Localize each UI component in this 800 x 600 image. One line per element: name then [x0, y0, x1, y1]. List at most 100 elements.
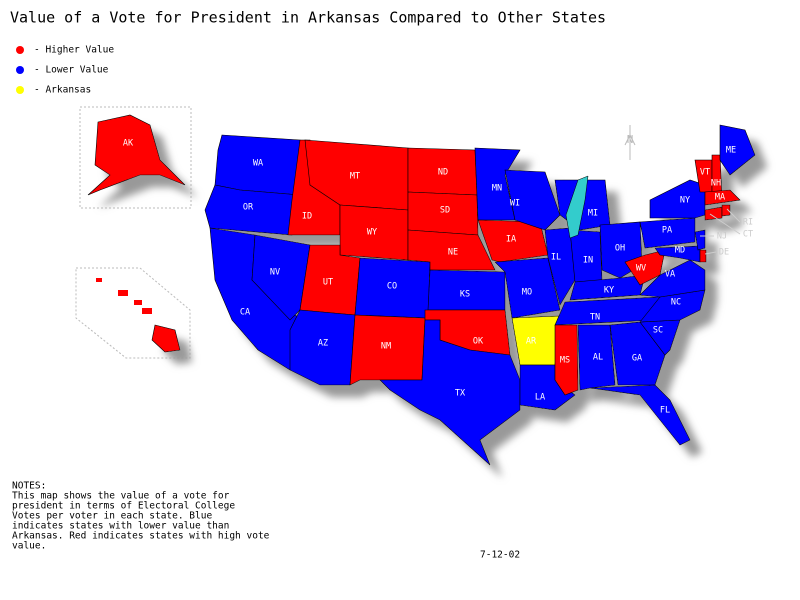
state-label: WY — [367, 228, 377, 238]
legend-label: - Arkansas — [34, 85, 91, 96]
hawaii-inset — [75, 267, 191, 359]
state-label: AZ — [318, 339, 328, 349]
state-label: LA — [535, 393, 545, 403]
state-label: TX — [455, 389, 466, 399]
state — [494, 257, 561, 319]
state-label: MD — [675, 246, 685, 256]
state — [704, 206, 723, 221]
state-label: AK — [123, 139, 134, 149]
state-label: GA — [632, 354, 642, 364]
state-label: VT — [700, 168, 710, 178]
state-label: ME — [726, 146, 736, 156]
state-label: PA — [662, 226, 672, 236]
state — [694, 229, 706, 251]
state-label: NE — [448, 248, 458, 258]
island — [134, 300, 142, 305]
island — [142, 308, 152, 314]
state-label: FL — [660, 406, 670, 416]
notes: This map shows the value of a vote forpr… — [12, 491, 270, 552]
state-label: NH — [711, 179, 721, 189]
state — [721, 204, 731, 217]
hawaii-islands — [96, 278, 152, 314]
state-label: NV — [270, 268, 280, 278]
state-label: DE — [719, 248, 729, 258]
state-label: ND — [438, 168, 448, 178]
state-label: SC — [653, 326, 663, 336]
state-label: CT — [743, 230, 753, 240]
state-label: OR — [243, 203, 254, 213]
state-label: MT — [350, 172, 360, 182]
state-label: CA — [240, 308, 250, 318]
note-line: indicates states with lower value than — [12, 521, 229, 532]
note-line: Votes per voter in each state. Blue — [12, 511, 212, 522]
state-label: OK — [473, 337, 484, 347]
state-label: ID — [302, 212, 312, 222]
compass: N — [624, 125, 636, 160]
note-line: This map shows the value of a vote for — [12, 491, 230, 502]
state-label: OH — [615, 244, 625, 254]
legend-swatch — [16, 46, 24, 54]
island — [118, 290, 128, 296]
state — [577, 324, 616, 391]
state — [474, 147, 521, 221]
state — [699, 249, 707, 263]
state — [639, 217, 696, 249]
state-label: AL — [593, 353, 603, 363]
state-label: NC — [671, 298, 681, 308]
state — [544, 227, 576, 306]
state-label: AR — [526, 337, 537, 347]
state — [151, 324, 181, 353]
leader-line — [726, 208, 741, 223]
date: 7-12-02 — [480, 550, 520, 561]
state-label: NY — [680, 196, 690, 206]
note-line: president in terms of Electoral College — [12, 501, 235, 512]
state-label: MO — [522, 288, 532, 298]
state-label: KY — [604, 286, 614, 296]
legend-label: - Higher Value — [34, 45, 114, 56]
state-label: CO — [387, 282, 397, 292]
state-label: MN — [492, 184, 502, 194]
state-label: IL — [551, 253, 561, 263]
legend-swatch — [16, 66, 24, 74]
state-label: HI — [115, 314, 125, 324]
note-line: value. — [12, 541, 46, 552]
state-label: NJ — [717, 232, 727, 242]
state — [379, 319, 521, 466]
legend-label: - Lower Value — [34, 65, 109, 76]
compass-arrow — [624, 133, 636, 146]
note-line: Arkansas. Red indicates states with high… — [12, 531, 270, 542]
state — [704, 189, 741, 206]
notes-title: NOTES: — [12, 481, 46, 492]
state-label: NM — [381, 342, 391, 352]
state — [87, 114, 186, 196]
state — [639, 289, 706, 323]
state — [554, 324, 579, 396]
state-labels: WA OR CA NV ID MT WY UT AZ CO NM ND SD NE KS OK TX MN IA MO… — [115, 139, 753, 416]
compass-label: N — [627, 133, 634, 146]
state-label: SD — [440, 206, 450, 216]
state-label: MS — [560, 356, 570, 366]
state — [624, 249, 666, 286]
state-label: IN — [583, 256, 593, 266]
state — [569, 274, 646, 301]
state-label: MA — [715, 193, 725, 203]
state-label: RI — [743, 218, 753, 228]
legend: - Higher Value - Lower Value - Arkansas — [16, 45, 114, 96]
alaska-inset — [79, 106, 192, 209]
state-label: VA — [665, 270, 675, 280]
state-label: MI — [588, 209, 598, 219]
state — [504, 169, 561, 231]
state-label: WA — [253, 159, 263, 169]
us-map — [87, 114, 756, 466]
state-label: UT — [323, 278, 333, 288]
state — [719, 124, 756, 176]
title: Value of a Vote for President in Arkansa… — [10, 9, 606, 27]
leader-line — [709, 213, 741, 235]
state — [251, 234, 311, 321]
island — [96, 278, 102, 282]
legend-swatch — [16, 86, 24, 94]
state — [649, 179, 706, 219]
state — [589, 384, 691, 446]
state — [654, 245, 701, 263]
